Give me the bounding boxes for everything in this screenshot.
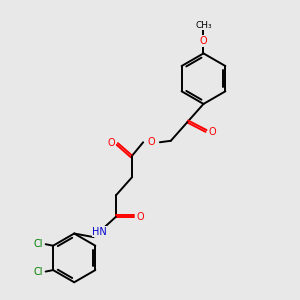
- Text: HN: HN: [92, 227, 107, 237]
- Text: O: O: [208, 127, 216, 137]
- Text: O: O: [137, 212, 145, 222]
- Text: Cl: Cl: [34, 267, 43, 277]
- Text: O: O: [107, 138, 115, 148]
- Text: O: O: [200, 36, 207, 46]
- Text: CH₃: CH₃: [195, 21, 212, 30]
- Text: Cl: Cl: [34, 239, 43, 249]
- Text: O: O: [148, 137, 155, 147]
